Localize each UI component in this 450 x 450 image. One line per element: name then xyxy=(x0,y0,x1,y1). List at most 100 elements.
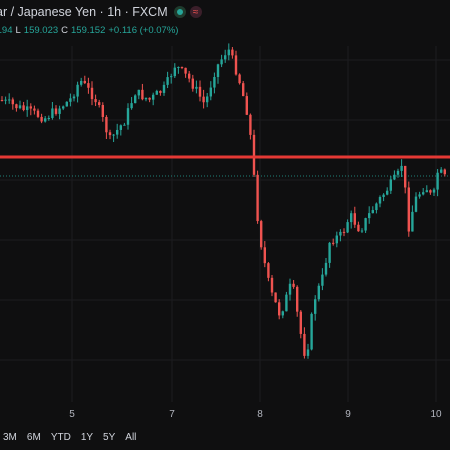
market-open-icon[interactable] xyxy=(173,6,186,18)
candle-body xyxy=(22,105,25,111)
candle-body xyxy=(76,84,79,97)
candle-body xyxy=(411,211,414,232)
candle-body xyxy=(324,262,328,275)
chart-header: ar / Japanese Yen · 1h · FXCM ≈ .194 L 1… xyxy=(0,0,450,46)
candle-body xyxy=(350,213,353,223)
candle-body xyxy=(80,80,83,85)
candle-body xyxy=(404,165,407,188)
candle-body xyxy=(328,242,331,263)
candle-body xyxy=(134,95,137,104)
time-axis[interactable]: 5 7 8 9 10 xyxy=(0,402,450,430)
candle-body xyxy=(443,169,446,175)
candle-body xyxy=(90,87,94,100)
range-all-button[interactable]: All xyxy=(125,432,137,443)
candle-body xyxy=(155,90,158,95)
candle-body xyxy=(332,242,335,244)
time-tick: 9 xyxy=(345,409,351,420)
candle-body xyxy=(137,89,140,96)
candle-body xyxy=(65,101,68,107)
candle-body xyxy=(353,213,356,225)
price-chart[interactable] xyxy=(0,0,450,402)
candle-body xyxy=(245,96,248,115)
candle-body xyxy=(321,274,324,286)
candle-body xyxy=(418,194,421,197)
candle-body xyxy=(159,90,162,93)
candle-body xyxy=(33,108,36,111)
candle-body xyxy=(152,94,155,100)
candle-body xyxy=(69,98,72,102)
candle-body xyxy=(296,286,299,312)
range-5y-button[interactable]: 5Y xyxy=(103,432,116,443)
candle-body xyxy=(285,294,288,312)
candle-body xyxy=(18,105,22,109)
candle-body xyxy=(40,116,43,122)
candle-body xyxy=(360,230,364,232)
candle-body xyxy=(303,333,306,356)
range-6m-button[interactable]: 6M xyxy=(26,432,41,443)
candle-body xyxy=(364,218,367,231)
candle-body xyxy=(357,224,360,232)
high-value: .194 xyxy=(0,25,13,36)
candle-body xyxy=(425,190,428,193)
candle-body xyxy=(209,87,212,97)
candle-body xyxy=(177,66,180,68)
candle-body xyxy=(15,104,18,109)
candle-body xyxy=(440,169,443,173)
candle-body xyxy=(83,80,86,84)
candle-body xyxy=(213,76,216,88)
candle-body xyxy=(202,96,205,103)
candle-body xyxy=(267,263,270,278)
candle-body xyxy=(170,76,173,78)
candle-body xyxy=(227,49,230,56)
candle-body xyxy=(44,118,47,122)
candle-body xyxy=(108,132,112,136)
candle-body xyxy=(429,190,432,193)
time-tick: 7 xyxy=(169,409,175,420)
candle-body xyxy=(162,84,166,93)
wave-icon[interactable]: ≈ xyxy=(189,6,202,18)
candle-body xyxy=(281,311,284,316)
range-3m-button[interactable]: 3M xyxy=(3,432,17,443)
candle-body xyxy=(58,108,61,114)
change-value: +0.116 (+0.07%) xyxy=(108,25,179,36)
candle-body xyxy=(29,106,32,109)
candle-body xyxy=(105,116,108,133)
candle-body xyxy=(198,86,202,97)
candle-body xyxy=(116,129,119,135)
candle-body xyxy=(335,235,338,244)
candle-body xyxy=(407,187,410,232)
candle-body xyxy=(342,231,346,233)
candle-body xyxy=(180,66,184,68)
candle-body xyxy=(94,99,97,103)
grid xyxy=(0,46,450,402)
symbol-title[interactable]: ar / Japanese Yen · 1h · FXCM xyxy=(0,5,168,19)
candle-body xyxy=(216,64,220,77)
ohlc-values: .194 L 159.023 C 159.152 +0.116 (+0.07%) xyxy=(0,25,178,36)
candle-body xyxy=(188,73,191,79)
candle-body xyxy=(87,83,90,88)
candle-body xyxy=(130,103,133,109)
candle-body xyxy=(126,108,130,125)
candle-body xyxy=(299,311,302,334)
candle-body xyxy=(166,77,169,85)
time-tick: 8 xyxy=(257,409,263,420)
candle-body xyxy=(317,285,320,300)
candle-body xyxy=(375,203,378,211)
candle-body xyxy=(195,86,198,89)
candlesticks xyxy=(0,43,446,359)
candle-body xyxy=(144,97,148,100)
candle-body xyxy=(54,108,58,114)
candle-body xyxy=(191,78,194,89)
candle-body xyxy=(62,106,65,109)
candle-body xyxy=(368,213,371,219)
range-1y-button[interactable]: 1Y xyxy=(80,432,94,443)
candle-body xyxy=(382,194,385,198)
symbol-title-row: ar / Japanese Yen · 1h · FXCM ≈ xyxy=(0,3,202,21)
close-value: 159.152 xyxy=(71,25,106,36)
range-ytd-button[interactable]: YTD xyxy=(50,432,71,443)
candle-body xyxy=(231,49,234,56)
candle-body xyxy=(422,192,425,195)
candle-body xyxy=(386,190,389,195)
candle-body xyxy=(47,117,50,119)
candle-body xyxy=(306,349,310,356)
